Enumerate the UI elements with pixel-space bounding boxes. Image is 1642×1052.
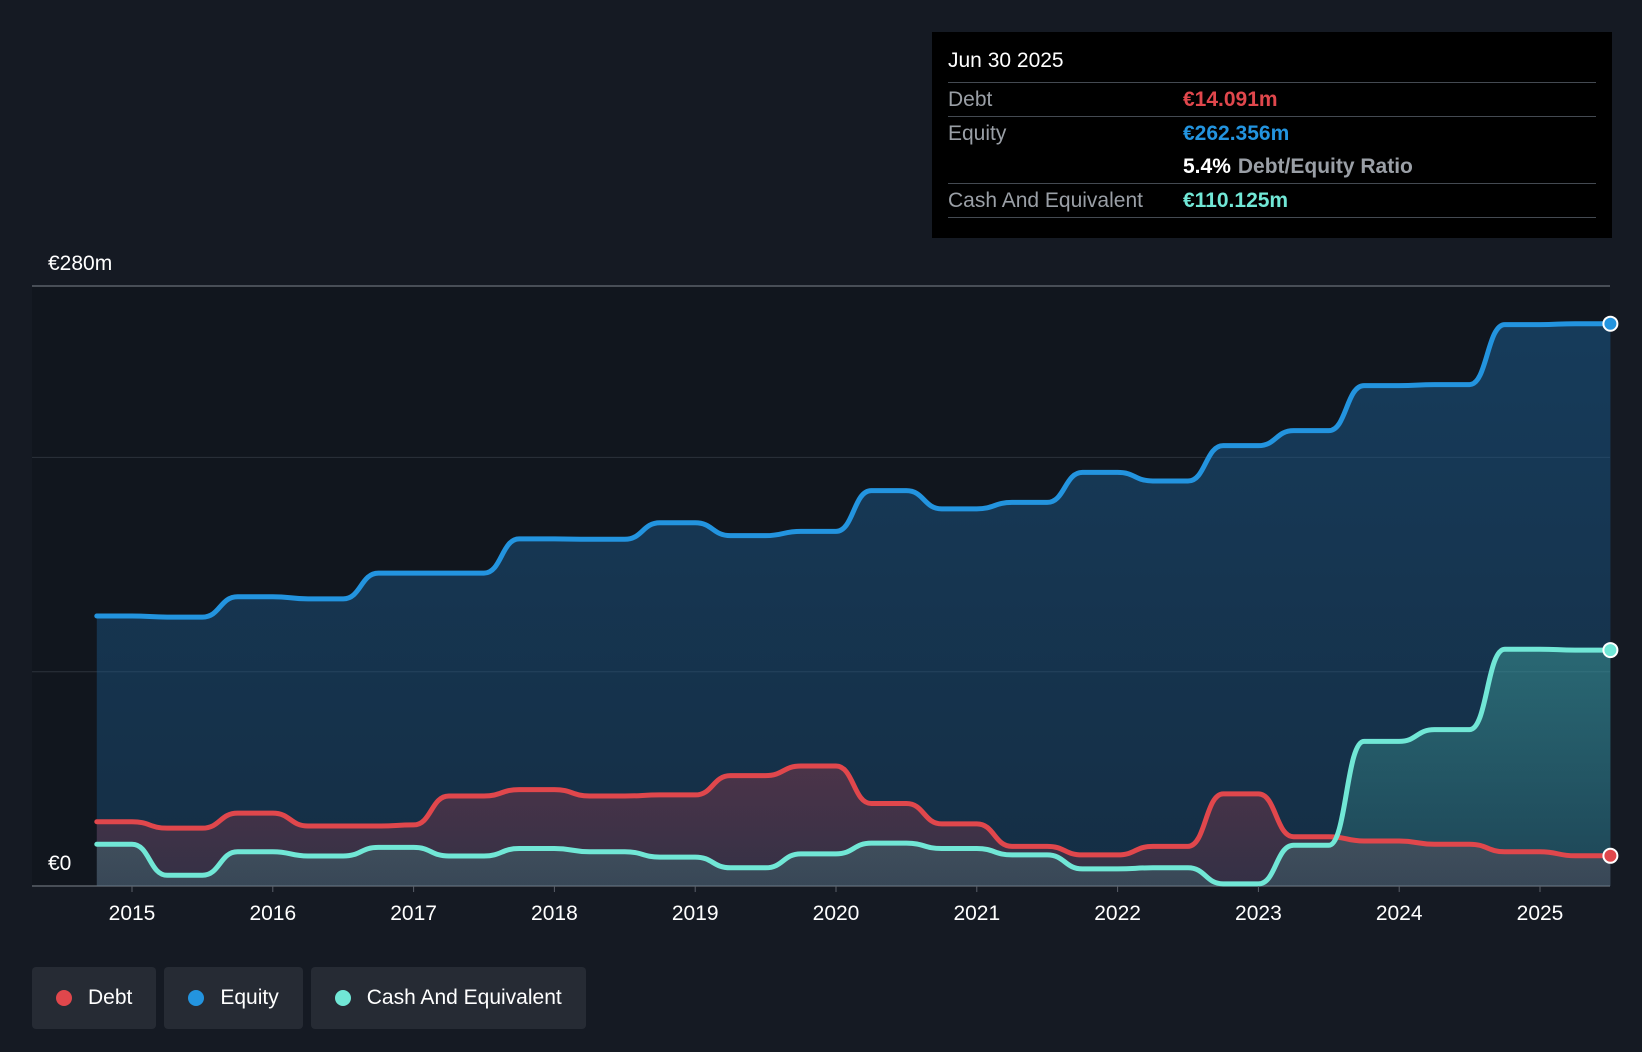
equity-line [94, 321, 1613, 620]
legend-item-debt[interactable]: Debt [32, 967, 157, 1029]
x-tick-label: 2021 [953, 902, 1000, 925]
cash-end-point [1602, 642, 1619, 659]
debt-line [94, 763, 1613, 859]
tooltip-debt-label: Debt [948, 87, 993, 111]
legend-item-equity[interactable]: Equity [164, 967, 303, 1029]
tooltip-ratio-label: Debt/Equity Ratio [1237, 154, 1413, 178]
tooltip-cash-label: Cash And Equivalent [948, 188, 1143, 212]
tooltip-debt-value: €14.091m [1183, 87, 1278, 111]
tooltip-equity-row: Equity €262.356m [948, 117, 1596, 150]
equity-end-point [1602, 315, 1619, 332]
tooltip-debt-row: Debt €14.091m [948, 83, 1596, 117]
x-tick-label: 2019 [672, 902, 719, 925]
x-tick-label: 2015 [109, 902, 156, 925]
tooltip-date: Jun 30 2025 [948, 46, 1596, 83]
tooltip-equity-label: Equity [948, 121, 1007, 145]
y-tick-label-top: €280m [48, 252, 112, 275]
line-layer [94, 321, 1613, 887]
legend-item-cash[interactable]: Cash And Equivalent [310, 967, 586, 1029]
debt-end-point [1602, 847, 1619, 864]
tooltip-cash-row: Cash And Equivalent €110.125m [948, 184, 1596, 218]
tooltip-equity-value: €262.356m [1183, 121, 1290, 145]
equity-area [96, 323, 1611, 886]
cash-line [94, 646, 1613, 887]
legend-equity-label: Equity [220, 986, 279, 1009]
legend-debt-label: Debt [88, 986, 133, 1009]
legend: Debt Equity Cash And Equivalent [32, 967, 586, 1029]
cash-dot-icon [334, 990, 351, 1006]
axis-layer: 2015 2016 2017 2018 2019 2020 2021 2022 2023 2024… [48, 252, 1563, 925]
x-tick-label: 2022 [1094, 902, 1141, 925]
equity-dot-icon [188, 990, 205, 1006]
tooltip-ratio-value: 5.4% [1183, 154, 1231, 178]
x-tick-label: 2024 [1376, 902, 1423, 925]
x-tick-label: 2023 [1235, 902, 1282, 925]
x-tick-label: 2020 [813, 902, 860, 925]
legend-cash-label: Cash And Equivalent [366, 986, 562, 1009]
cash-area [96, 649, 1611, 886]
tooltip-cash-value: €110.125m [1183, 188, 1289, 212]
tooltip-ratio-row: 5.4% Debt/Equity Ratio [948, 150, 1596, 184]
x-tick-label: 2025 [1517, 902, 1564, 925]
x-tick-label: 2016 [249, 902, 296, 925]
debt-dot-icon [56, 990, 72, 1006]
x-tick-label: 2017 [390, 902, 437, 925]
dot-layer [1602, 315, 1619, 864]
x-tick-label: 2018 [531, 902, 578, 925]
y-tick-label-bottom: €0 [48, 852, 71, 875]
tooltip: Jun 30 2025 Debt €14.091m Equity €262.35… [932, 32, 1612, 238]
